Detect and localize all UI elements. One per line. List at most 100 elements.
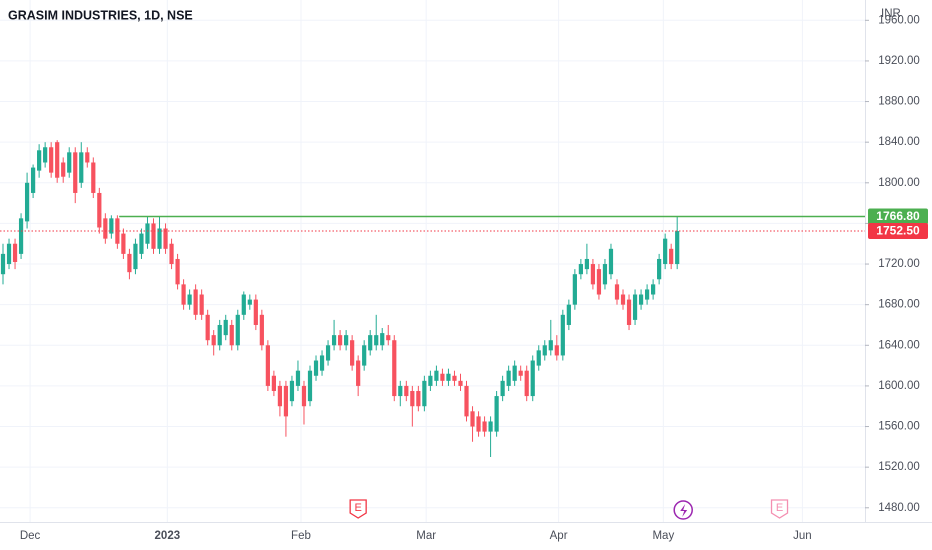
candle-body	[434, 370, 439, 381]
candle-body	[663, 238, 668, 265]
candles	[0, 140, 680, 458]
candle-body	[241, 294, 246, 315]
y-tick-label: 1680.00	[878, 299, 920, 311]
earnings-label: E	[354, 502, 361, 514]
currency-label: INR	[881, 8, 901, 20]
grid	[0, 0, 865, 522]
candle-body	[319, 355, 325, 371]
candle-body	[337, 335, 343, 346]
candle-body	[127, 253, 132, 273]
y-tick-label: 1520.00	[878, 461, 920, 473]
y-tick-label: 1480.00	[878, 502, 920, 514]
x-tick-label: May	[652, 530, 674, 542]
candle-body	[572, 274, 577, 305]
candle-body	[566, 304, 571, 325]
candle-body	[651, 284, 656, 295]
candle-body	[380, 333, 385, 346]
candle-body	[0, 253, 6, 275]
candle-body	[18, 218, 24, 254]
candle-body	[187, 294, 192, 305]
candle-body	[205, 314, 210, 341]
candle-body	[109, 218, 114, 234]
y-tick-label: 1640.00	[878, 339, 920, 351]
candle-body	[133, 243, 138, 270]
candle-body	[97, 192, 102, 228]
candle-body	[61, 162, 66, 177]
price-level-label: 1752.50	[876, 224, 920, 238]
candle-body	[211, 335, 216, 346]
candle-body	[657, 258, 662, 280]
y-tick-label: 1880.00	[878, 96, 920, 108]
candle-body	[422, 380, 427, 407]
candle-body	[560, 314, 565, 356]
candle-body	[229, 324, 234, 346]
candle-body	[181, 284, 186, 305]
y-tick-label: 1720.00	[878, 258, 920, 270]
candle-body	[85, 152, 90, 163]
candle-body	[325, 345, 331, 361]
candle-body	[295, 370, 301, 386]
candle-body	[374, 335, 379, 346]
candle-body	[464, 385, 469, 417]
x-tick-label: Apr	[550, 530, 568, 542]
candle-body	[175, 258, 180, 285]
candle-body	[554, 345, 559, 356]
candle-body	[470, 411, 475, 427]
candle-body	[530, 360, 535, 397]
x-tick-label: 2023	[155, 530, 181, 542]
candle-body	[506, 370, 511, 386]
x-tick-label: Dec	[20, 530, 41, 542]
candle-body	[416, 390, 421, 407]
candle-body	[524, 370, 529, 397]
candle-body	[620, 294, 626, 305]
candle-body	[37, 150, 42, 171]
candle-body	[542, 345, 547, 356]
candle-body	[440, 373, 445, 381]
candle-body	[277, 385, 283, 407]
candle-body	[368, 335, 373, 351]
candle-body	[518, 370, 523, 376]
candle-body	[259, 314, 264, 346]
candle-body	[139, 233, 144, 254]
x-tick-label: Mar	[416, 530, 436, 542]
x-tick-label: Feb	[291, 530, 311, 542]
candle-body	[265, 345, 270, 386]
candle-body	[446, 373, 451, 381]
earnings-label: E	[776, 502, 783, 514]
candle-body	[121, 233, 126, 254]
candle-body	[49, 147, 54, 173]
candle-body	[644, 289, 650, 300]
earnings-icon	[349, 499, 367, 519]
price-level-label: 1766.80	[876, 209, 920, 223]
chart-title: GRASIM INDUSTRIES, 1D, NSE	[8, 8, 193, 22]
candle-body	[12, 243, 18, 263]
candle-body	[217, 324, 222, 346]
earnings-icon	[770, 499, 789, 519]
candle-body	[548, 340, 553, 351]
candle-body	[253, 299, 258, 325]
y-tick-label: 1840.00	[878, 136, 920, 148]
candle-body	[638, 294, 644, 305]
candle-body	[608, 248, 614, 275]
candle-body	[452, 375, 457, 381]
candle-body	[494, 396, 499, 432]
candle-body	[103, 218, 108, 239]
candle-body	[67, 152, 72, 173]
candle-body	[632, 294, 638, 320]
price-level-badge	[868, 208, 928, 225]
candle-body	[301, 385, 307, 407]
candle-body	[398, 385, 403, 397]
candle-body	[163, 228, 168, 249]
candle-body	[602, 264, 608, 285]
y-tick-label: 1800.00	[878, 177, 920, 189]
candle-body	[536, 350, 541, 366]
candle-body	[344, 335, 349, 346]
candle-body	[596, 269, 602, 295]
candle-body	[675, 231, 680, 265]
candle-body	[73, 152, 78, 193]
candle-body	[193, 289, 198, 315]
candle-body	[55, 142, 60, 178]
candle-body	[350, 340, 355, 366]
